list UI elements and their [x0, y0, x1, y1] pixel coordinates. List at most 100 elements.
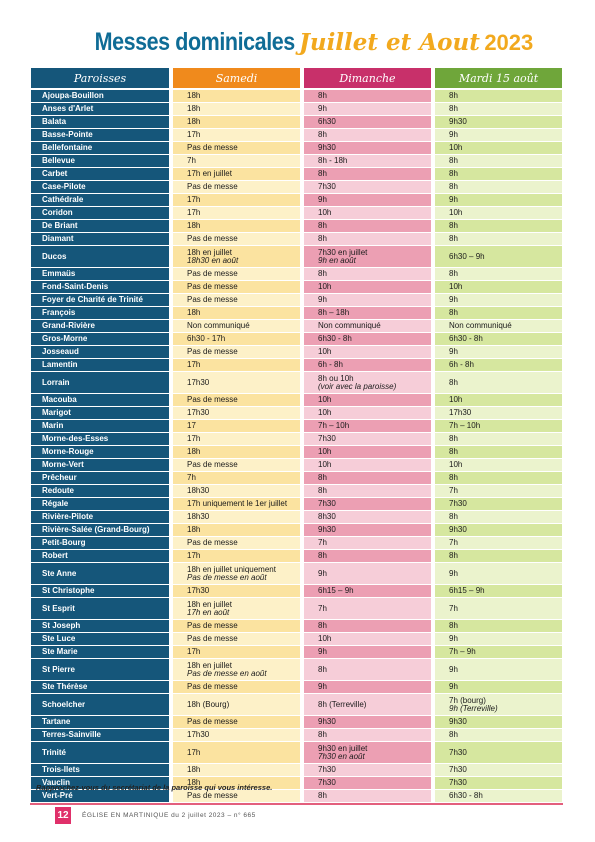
saturday-time: Pas de messe [173, 620, 300, 633]
sunday-time: 9h [304, 563, 431, 585]
title-script: Juillet et Aout [298, 29, 480, 56]
saturday-time: 18h en juillet 18h30 en août [173, 246, 300, 268]
saturday-time: 17h uniquement le 1er juillet [173, 498, 300, 511]
saturday-time-text: Pas de messe [187, 634, 238, 643]
saturday-time-text: 18h [187, 447, 201, 456]
sunday-time: Non communiqué [304, 320, 431, 333]
tuesday-time-text: 8h [449, 169, 458, 178]
sunday-time-text: 8h – 18h [318, 308, 350, 317]
saturday-time: 18h en juillet Pas de messe en août [173, 659, 300, 681]
parish-name-text: Lorrain [42, 377, 70, 387]
tuesday-time: 8h [435, 433, 562, 446]
saturday-time-text-2: Pas de messe en août [187, 668, 267, 678]
sunday-time: 8h [304, 620, 431, 633]
table-row: Vauclin 18h 7h30 7h30 [31, 777, 562, 790]
parish-name-text: Redoute [42, 486, 74, 495]
tuesday-time-text: 8h [449, 156, 458, 165]
table-row: Trinité 17h 9h30 en juillet 7h30 en août 7h3… [31, 742, 562, 764]
tuesday-time: 8h [435, 472, 562, 485]
parish-name: Ajoupa-Bouillon [31, 90, 169, 103]
table-row: Anses d'Arlet 18h 9h 8h [31, 103, 562, 116]
table-row: Tartane Pas de messe 9h30 9h30 [31, 716, 562, 729]
footer-divider [30, 803, 563, 805]
sunday-time: 10h [304, 633, 431, 646]
parish-name-text: Robert [42, 551, 68, 560]
table-row: Terres-Sainville 17h30 8h 8h [31, 729, 562, 742]
sunday-time: 7h – 10h [304, 420, 431, 433]
saturday-time: 17h [173, 129, 300, 142]
sunday-time-text: 7h30 [318, 778, 336, 787]
parish-name-text: Anses d'Arlet [42, 104, 94, 113]
sunday-time: 9h30 [304, 142, 431, 155]
header-mardi: Mardi 15 août [435, 68, 562, 90]
sunday-time: 10h [304, 281, 431, 294]
saturday-time: 17 [173, 420, 300, 433]
sunday-time-text: 10h [318, 282, 332, 291]
sunday-time-text: 7h [318, 538, 327, 547]
saturday-time: 18h [173, 116, 300, 129]
parish-name-text: Terres-Sainville [42, 730, 101, 739]
saturday-time-text: 18h [187, 104, 201, 113]
parish-name-text: Bellefontaine [42, 143, 93, 152]
sunday-time-text: 9h [318, 568, 327, 578]
parish-name-text: St Christophe [42, 586, 95, 595]
saturday-time: Pas de messe [173, 716, 300, 729]
parish-name-text: Josseaud [42, 347, 79, 356]
table-row: Prêcheur 7h 8h 8h [31, 472, 562, 485]
parish-name: Marigot [31, 407, 169, 420]
table-row: Ste Marie 17h 9h 7h – 9h [31, 646, 562, 659]
saturday-time-text: 18h en juillet uniquement [187, 564, 276, 574]
table-row: Ste Thérèse Pas de messe 9h 9h [31, 681, 562, 694]
tuesday-time-text: 7h30 [449, 765, 467, 774]
parish-name: Morne-des-Esses [31, 433, 169, 446]
sunday-time: 8h [304, 168, 431, 181]
parish-name: Robert [31, 550, 169, 563]
saturday-time: Pas de messe [173, 681, 300, 694]
sunday-time: 7h30 [304, 498, 431, 511]
tuesday-time: 9h [435, 659, 562, 681]
parish-name: Morne-Vert [31, 459, 169, 472]
sunday-time: 10h [304, 207, 431, 220]
table-row: Robert 17h 8h 8h [31, 550, 562, 563]
sunday-time: 10h [304, 407, 431, 420]
saturday-time-text: 17h30 [187, 377, 210, 387]
saturday-time-text: 18h [187, 91, 201, 100]
sunday-time: 6h30 - 8h [304, 333, 431, 346]
saturday-time-text: 18h [187, 308, 201, 317]
table-row: De Briant 18h 8h 8h [31, 220, 562, 233]
parish-name-text: Régale [42, 499, 69, 508]
tuesday-time-text: 9h [449, 568, 458, 578]
table-row: Macouba Pas de messe 10h 10h [31, 394, 562, 407]
table-row: Basse-Pointe 17h 8h 9h [31, 129, 562, 142]
sunday-time: 6h15 – 9h [304, 585, 431, 598]
saturday-time-text: 18h [187, 778, 201, 787]
tuesday-time-text: 8h [449, 91, 458, 100]
tuesday-time-text: 6h30 - 8h [449, 334, 483, 343]
table-row: Rivière-Pilote 18h30 8h30 8h [31, 511, 562, 524]
sunday-time-text: 8h [318, 269, 327, 278]
parish-name: Diamant [31, 233, 169, 246]
tuesday-time-text: 7h (bourg) [449, 695, 486, 705]
sunday-time: 6h - 8h [304, 359, 431, 372]
saturday-time: 18h en juillet 17h en août [173, 598, 300, 620]
sunday-time-text: 10h [318, 447, 332, 456]
parish-name: St Pierre [31, 659, 169, 681]
tuesday-time: 8h [435, 729, 562, 742]
header-samedi: Samedi [173, 68, 300, 90]
sunday-time-text: Non communiqué [318, 321, 381, 330]
saturday-time-text: 18h30 [187, 512, 210, 521]
sunday-time-text: 10h [318, 634, 332, 643]
parish-name: Régale [31, 498, 169, 511]
sunday-time: 9h [304, 646, 431, 659]
tuesday-time-text: 7h [449, 538, 458, 547]
tuesday-time-text: Non communiqué [449, 321, 512, 330]
sunday-time: 8h [304, 790, 431, 803]
sunday-time-text: 8h [318, 791, 327, 800]
saturday-time-text: Pas de messe [187, 347, 238, 356]
saturday-time-text: 18h [187, 221, 201, 230]
parish-name: Ste Thérèse [31, 681, 169, 694]
parish-name-text: Trois-Ilets [42, 765, 80, 774]
tuesday-time: 9h30 [435, 524, 562, 537]
sunday-time-text: 7h30 [318, 499, 336, 508]
parish-name: Petit-Bourg [31, 537, 169, 550]
